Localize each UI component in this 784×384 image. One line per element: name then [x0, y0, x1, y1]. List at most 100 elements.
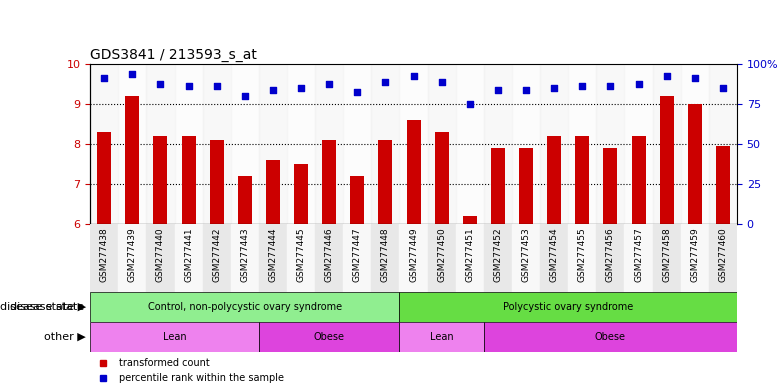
Text: Polycystic ovary syndrome: Polycystic ovary syndrome [503, 302, 633, 312]
Point [238, 93, 251, 99]
Bar [540, 64, 568, 224]
Text: GSM277448: GSM277448 [381, 227, 390, 282]
Text: Lean: Lean [163, 332, 187, 342]
Bar [372, 224, 400, 292]
Bar [209, 140, 223, 224]
Bar [322, 140, 336, 224]
Bar [350, 176, 365, 224]
Bar [147, 224, 175, 292]
Text: GSM277454: GSM277454 [550, 227, 559, 282]
Bar [372, 64, 400, 224]
Bar [343, 64, 372, 224]
Text: GSM277444: GSM277444 [268, 227, 278, 282]
Text: Lean: Lean [430, 332, 453, 342]
Bar [202, 224, 230, 292]
Point [576, 83, 589, 89]
Bar [427, 64, 456, 224]
Point [520, 87, 532, 93]
Bar [597, 64, 625, 224]
Text: GSM277459: GSM277459 [690, 227, 699, 282]
Text: GSM277440: GSM277440 [156, 227, 165, 282]
Point [379, 79, 392, 85]
Bar [597, 224, 625, 292]
Point [492, 87, 504, 93]
Text: GSM277442: GSM277442 [212, 227, 221, 282]
Bar [202, 64, 230, 224]
Bar [175, 64, 202, 224]
Bar [625, 64, 652, 224]
Bar [230, 64, 259, 224]
Bar [463, 216, 477, 224]
Text: GDS3841 / 213593_s_at: GDS3841 / 213593_s_at [90, 48, 257, 62]
Text: disease state: disease state [9, 302, 84, 312]
Bar [315, 64, 343, 224]
Bar [540, 224, 568, 292]
Bar [343, 224, 372, 292]
Bar [652, 64, 681, 224]
Bar [90, 224, 118, 292]
Text: GSM277460: GSM277460 [718, 227, 728, 282]
Text: GSM277457: GSM277457 [634, 227, 643, 282]
Bar [175, 224, 202, 292]
Point [660, 73, 673, 79]
Bar [659, 96, 673, 224]
Bar [484, 322, 737, 352]
Bar [484, 64, 512, 224]
Point [351, 89, 364, 95]
Point [98, 75, 111, 81]
Bar [379, 140, 393, 224]
Text: GSM277452: GSM277452 [493, 227, 503, 282]
Text: Obese: Obese [314, 332, 345, 342]
Text: GSM277441: GSM277441 [184, 227, 193, 282]
Bar [287, 64, 315, 224]
Text: percentile rank within the sample: percentile rank within the sample [119, 372, 285, 382]
Bar [434, 132, 448, 224]
Point [126, 71, 139, 77]
Bar [125, 96, 140, 224]
Bar [90, 292, 400, 322]
Bar [266, 160, 280, 224]
Bar [259, 322, 400, 352]
Point [323, 81, 336, 87]
Bar [456, 64, 484, 224]
Bar [681, 64, 709, 224]
Bar [575, 136, 590, 224]
Point [548, 85, 561, 91]
Bar [519, 148, 533, 224]
Text: transformed count: transformed count [119, 358, 210, 367]
Point [717, 85, 729, 91]
Bar [547, 136, 561, 224]
Text: Obese: Obese [595, 332, 626, 342]
Bar [400, 322, 484, 352]
Bar [652, 224, 681, 292]
Bar [90, 322, 259, 352]
Bar [259, 224, 287, 292]
Text: other ▶: other ▶ [45, 332, 86, 342]
Bar [709, 224, 737, 292]
Text: GSM277455: GSM277455 [578, 227, 586, 282]
Bar [512, 224, 540, 292]
Text: Control, non-polycystic ovary syndrome: Control, non-polycystic ovary syndrome [147, 302, 342, 312]
Point [408, 73, 420, 79]
Bar [456, 224, 484, 292]
Bar [90, 64, 118, 224]
Bar [491, 148, 505, 224]
Text: GSM277438: GSM277438 [100, 227, 109, 282]
Bar [287, 224, 315, 292]
Text: GSM277449: GSM277449 [409, 227, 418, 282]
Text: GSM277451: GSM277451 [465, 227, 474, 282]
Bar [568, 224, 597, 292]
Bar [400, 224, 427, 292]
Text: GSM277450: GSM277450 [437, 227, 446, 282]
Bar [716, 146, 730, 224]
Point [154, 81, 167, 87]
Bar [182, 136, 196, 224]
Point [688, 75, 701, 81]
Bar [604, 148, 618, 224]
Bar [294, 164, 308, 224]
Text: GSM277453: GSM277453 [521, 227, 531, 282]
Bar [681, 224, 709, 292]
Point [295, 85, 307, 91]
Bar [97, 132, 111, 224]
Bar [400, 64, 427, 224]
